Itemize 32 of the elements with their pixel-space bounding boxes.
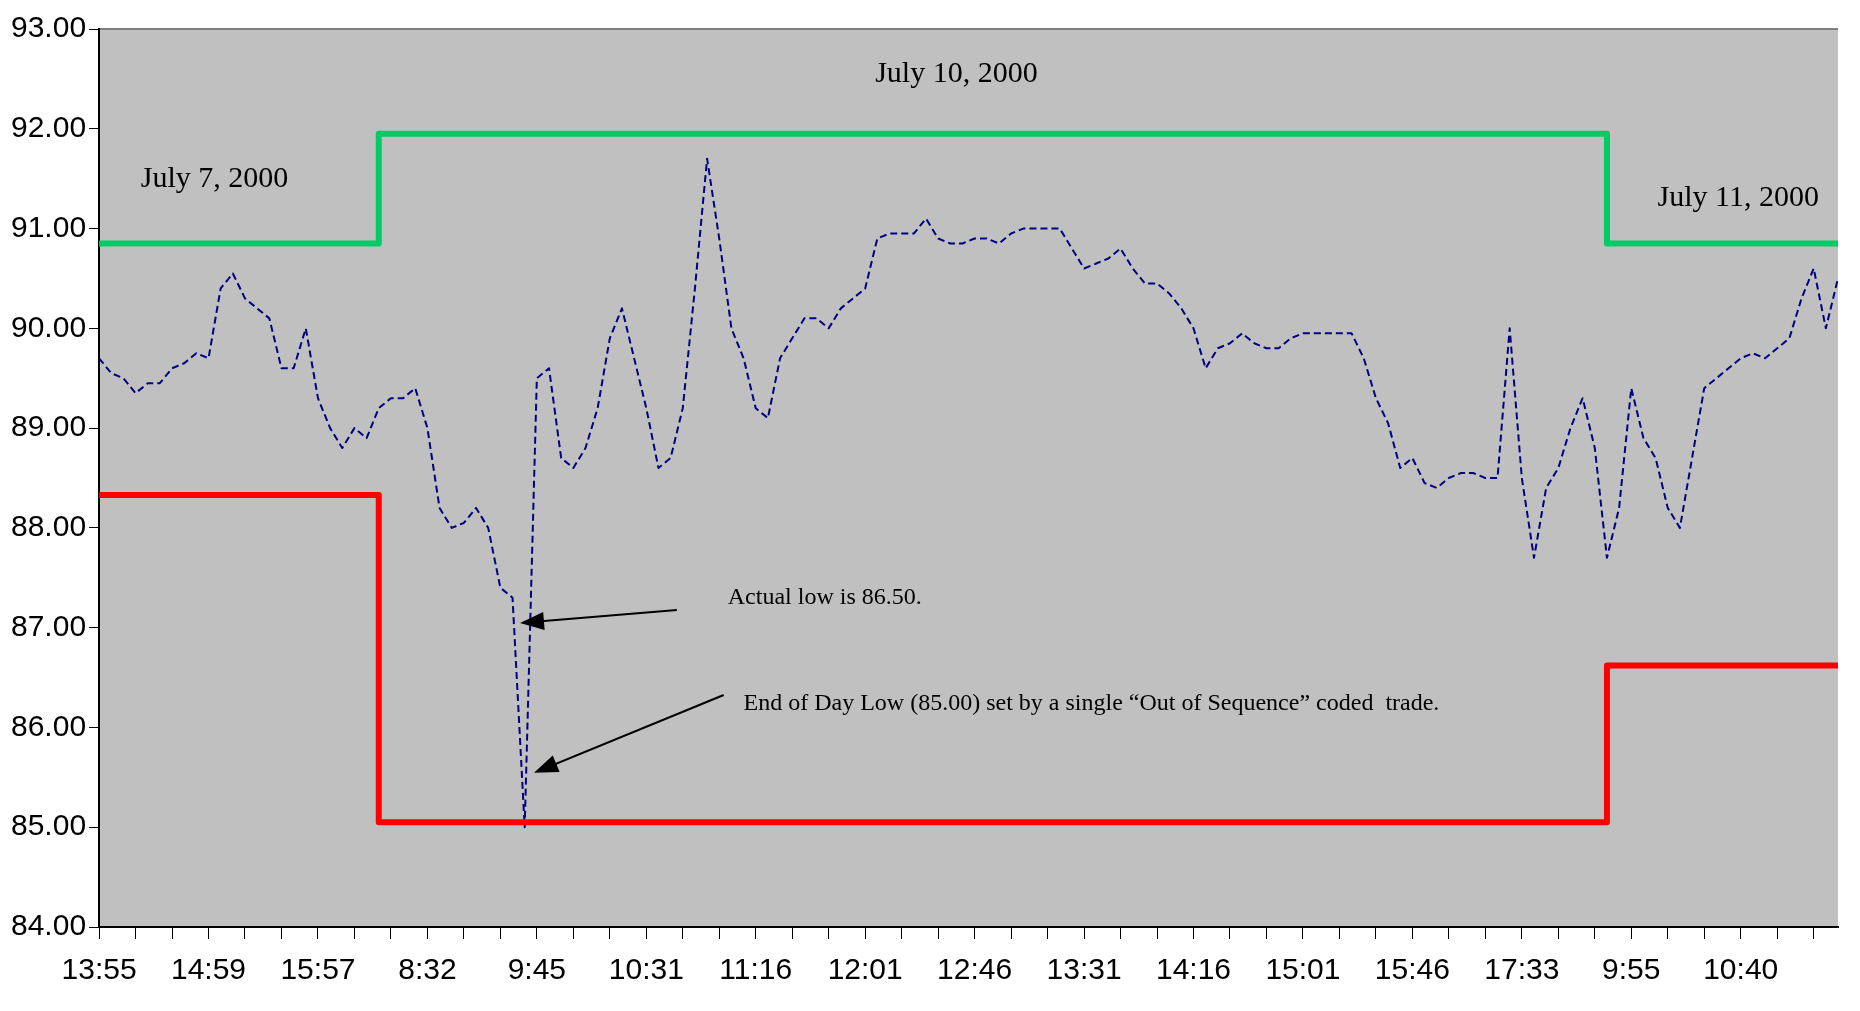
y-tick-label: 93.00 — [11, 10, 87, 44]
y-tick-label: 91.00 — [11, 209, 87, 243]
x-tick-label: 15:57 — [280, 952, 356, 986]
x-tick-label: 13:31 — [1046, 952, 1122, 986]
annotation: Actual low is 86.50. — [727, 583, 922, 610]
x-tick-label: 12:01 — [827, 952, 903, 986]
y-tick-label: 86.00 — [11, 708, 87, 742]
y-tick-label: 89.00 — [11, 409, 87, 443]
x-tick-label: 8:32 — [398, 952, 457, 986]
x-tick-label: 10:40 — [1703, 952, 1779, 986]
x-tick-label: 14:16 — [1155, 952, 1232, 986]
annotation: End of Day Low (85.00) set by a single “Out of Sequence” coded trade. — [743, 688, 1440, 715]
y-tick-label: 88.00 — [11, 509, 87, 543]
x-tick-label: 9:55 — [1602, 952, 1661, 986]
x-tick-label: 9:45 — [507, 952, 567, 986]
y-tick-label: 92.00 — [11, 110, 87, 144]
x-tick-label: 14:59 — [170, 952, 247, 986]
y-tick-label: 87.00 — [11, 608, 87, 642]
y-tick-label: 84.00 — [11, 908, 87, 942]
x-tick-label: 17:33 — [1484, 952, 1560, 986]
x-tick-label: 10:31 — [608, 952, 684, 986]
x-tick-label: 15:01 — [1265, 952, 1341, 986]
x-tick-label: 13:55 — [61, 952, 137, 986]
x-tick-label: 12:46 — [937, 952, 1013, 986]
annotation: July 10, 2000 — [875, 54, 1038, 88]
x-tick-label: 15:46 — [1374, 952, 1450, 986]
y-tick-label: 85.00 — [11, 808, 87, 842]
y-tick-label: 90.00 — [11, 309, 87, 343]
line-series — [98, 157, 1839, 829]
x-tick-label: 11:16 — [719, 952, 793, 986]
annotation: July 11, 2000 — [1657, 179, 1819, 213]
annotation: July 7, 2000 — [140, 159, 289, 193]
